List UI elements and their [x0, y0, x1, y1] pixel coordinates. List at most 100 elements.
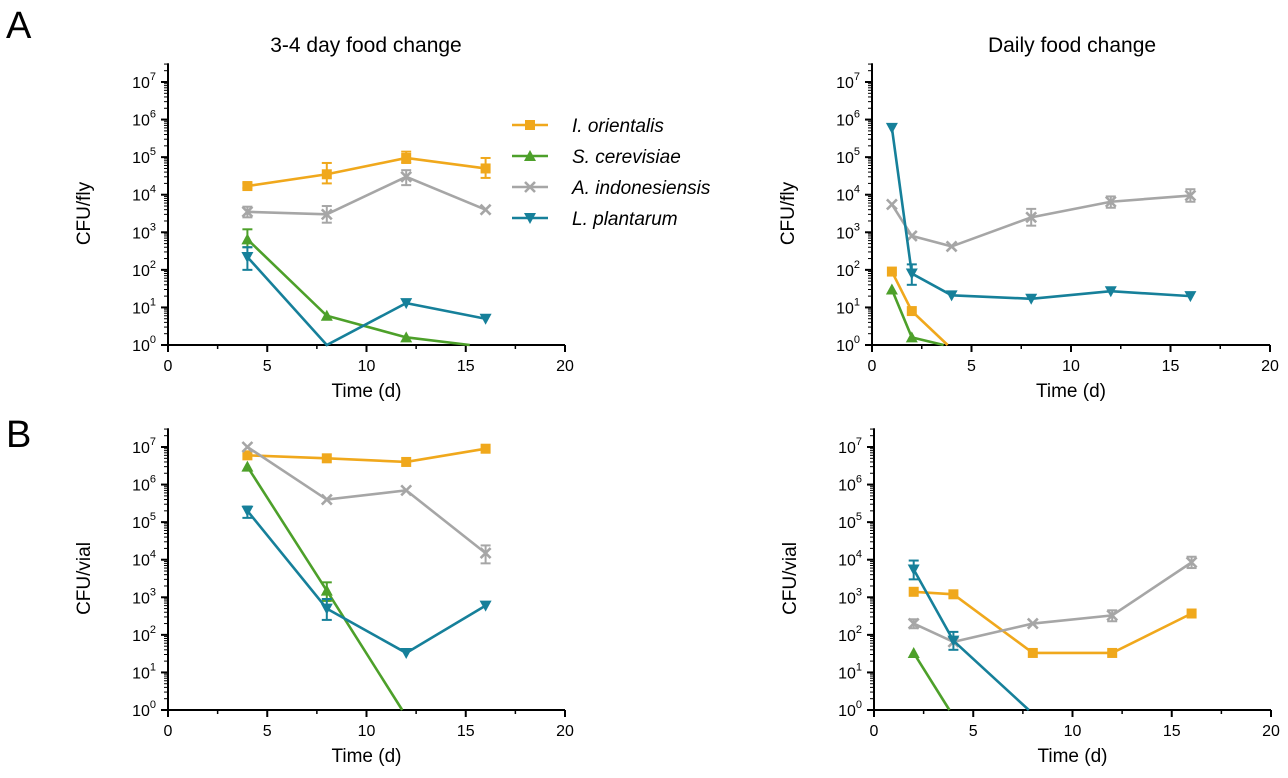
data-point [480, 163, 491, 174]
y-tick-label: 102 [132, 624, 156, 645]
y-tick-label: 106 [836, 109, 860, 130]
data-point-stroke-b [479, 203, 492, 216]
data-point [242, 450, 253, 461]
data-point-stroke-b [905, 230, 918, 242]
data-point [948, 589, 959, 600]
x-axis-label: Time (d) [331, 381, 401, 402]
x-axis-label: Time (d) [1037, 746, 1107, 767]
y-axis-label: CFU/vial [780, 542, 801, 615]
data-point [907, 617, 920, 630]
data-point [400, 298, 413, 310]
data-point [242, 181, 253, 192]
y-tick-label: 107 [132, 436, 156, 457]
data-point [480, 443, 491, 454]
series-line-l-plantarum [912, 568, 1030, 711]
data-point-stroke-b [945, 240, 958, 253]
data-point-stroke-b [400, 484, 413, 497]
data-point [1026, 617, 1039, 630]
data-point [1104, 195, 1117, 208]
data-point [907, 646, 920, 658]
series-i-orientalis [886, 266, 949, 346]
series-line-a-indonesiensis [246, 445, 487, 555]
data-point [1104, 286, 1117, 298]
series-l-plantarum [885, 122, 1197, 305]
series-line-l-plantarum [890, 127, 1191, 301]
data-point [321, 453, 332, 464]
series-l-plantarum [907, 559, 1030, 711]
y-tick-label: 107 [838, 436, 862, 457]
legend-item-l-plantarum: L. plantarum [512, 209, 678, 230]
data-point [947, 635, 960, 647]
legend-item-a-indonesiensis: A. indonesiensis [512, 178, 711, 199]
data-point [241, 233, 254, 245]
data-point [401, 456, 412, 467]
series-i-orientalis [908, 586, 1197, 658]
data-point [241, 205, 254, 218]
data-point [885, 122, 898, 134]
data-point [1106, 609, 1119, 622]
series-i-orientalis [242, 443, 491, 467]
y-tick-label: 107 [132, 71, 156, 92]
x-tick-label: 10 [1062, 358, 1080, 375]
data-point [479, 203, 492, 216]
series-a-indonesiensis [241, 441, 492, 565]
y-tick-label: 103 [132, 586, 156, 607]
series-line-a-indonesiensis [890, 194, 1191, 248]
x-tick-label: 5 [967, 358, 976, 375]
series-s-cerevisiae [241, 460, 404, 711]
data-point [241, 505, 254, 517]
data-point [905, 268, 918, 280]
legend-label: A. indonesiensis [571, 178, 711, 199]
series-a-indonesiensis [241, 169, 492, 224]
data-point [320, 603, 333, 615]
y-tick-label: 104 [132, 549, 156, 570]
series-line-l-plantarum [246, 510, 487, 655]
series-line-s-cerevisiae [246, 238, 470, 347]
series-l-plantarum [241, 246, 492, 347]
data-point [479, 547, 492, 560]
data-point [885, 198, 898, 211]
data-point [320, 493, 333, 506]
y-tick-label: 103 [838, 586, 862, 607]
data-point [1184, 291, 1197, 303]
series-s-cerevisiae [885, 283, 944, 347]
series-line-i-orientalis [247, 447, 486, 464]
data-point [885, 283, 898, 295]
chart-a-daily: 0 5 10 15 20 100 101 102 103 104 105 106 107 Time (d)… [778, 63, 1279, 402]
data-point-stroke-b [1104, 195, 1117, 208]
y-tick-label: 104 [132, 184, 156, 205]
y-axis-label: CFU/fly [74, 181, 95, 245]
x-tick-label: 10 [358, 358, 376, 375]
data-point-stroke-b [907, 617, 920, 630]
x-axis-label: Time (d) [331, 746, 401, 767]
legend-marker-stroke-b [524, 181, 536, 193]
y-tick-label: 100 [836, 334, 860, 355]
data-point-stroke-b [1026, 617, 1039, 630]
series-s-cerevisiae [907, 646, 951, 711]
series-a-indonesiensis [907, 555, 1198, 648]
data-point [1025, 211, 1038, 224]
data-point [908, 586, 919, 597]
x-tick-label: 5 [263, 723, 272, 740]
data-point [479, 600, 492, 612]
legend-marker [524, 181, 536, 193]
column-title-left: 3-4 day food change [270, 34, 461, 57]
x-tick-label: 20 [1262, 723, 1280, 740]
x-tick-label: 15 [457, 358, 475, 375]
x-tick-label: 10 [1064, 723, 1082, 740]
data-point [400, 170, 413, 183]
series-l-plantarum [241, 505, 492, 659]
data-point [400, 331, 413, 343]
y-tick-label: 105 [838, 511, 862, 532]
x-tick-label: 0 [870, 723, 879, 740]
data-point-stroke-b [479, 547, 492, 560]
y-tick-label: 101 [836, 296, 860, 317]
data-point-stroke-b [320, 208, 333, 221]
legend-label: S. cerevisiae [572, 147, 681, 168]
chart-b-3-4-day: 0 5 10 15 20 100 101 102 103 104 105 106 107 Time (d)… [74, 428, 574, 767]
x-tick-label: 0 [868, 358, 877, 375]
data-point [1184, 189, 1197, 202]
legend-label: L. plantarum [572, 209, 678, 230]
data-point [906, 306, 917, 317]
